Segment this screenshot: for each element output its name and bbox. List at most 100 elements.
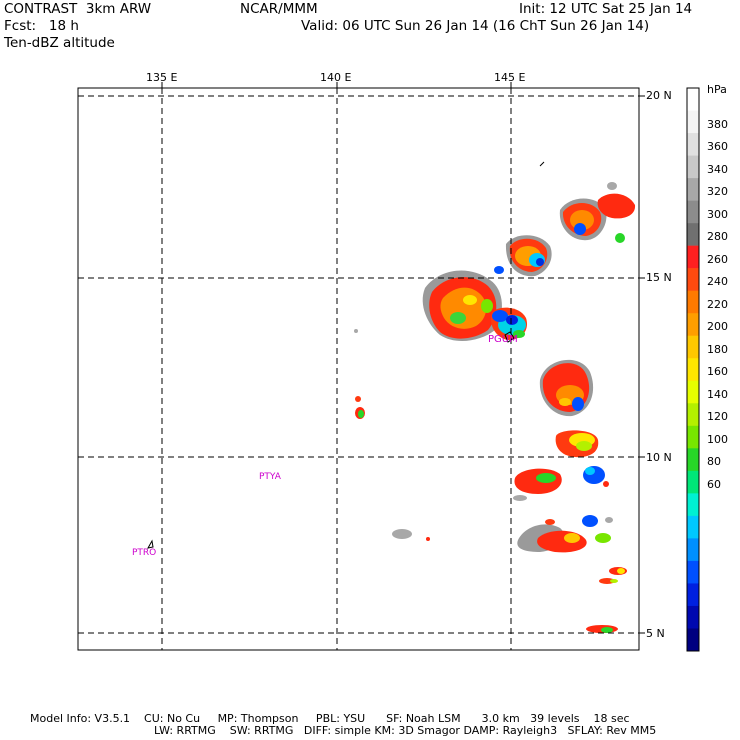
echo-blue-e [572, 397, 584, 411]
echo-gray-g3 [513, 495, 527, 501]
model-info-line2: LW: RRTMG SW: RRTMG DIFF: simple KM: 3D … [154, 724, 657, 737]
echo-red-d2 [597, 193, 636, 219]
colorbar-tick-label: 200 [707, 320, 728, 334]
echo-green-f [576, 441, 592, 451]
colorbar-tick-label: 380 [707, 117, 728, 131]
colorbar-swatch [687, 358, 699, 382]
colorbar-swatch [687, 493, 699, 517]
colorbar-swatch [687, 110, 699, 134]
echo-green-b [513, 330, 525, 338]
lat-label-15: 15 N [646, 271, 672, 284]
station-label-ptya: PTYA [259, 472, 282, 482]
colorbar-swatch [687, 155, 699, 179]
echo-blue-b [492, 310, 508, 322]
colorbar-tick-label: 260 [707, 252, 728, 266]
echo-cyan-g [585, 467, 595, 475]
coastline-palau [147, 539, 154, 549]
graticule [78, 88, 639, 650]
lat-label-10: 10 N [646, 451, 672, 464]
model-info-line1: Model Info: V3.5.1 CU: No Cu MP: Thompso… [30, 712, 630, 725]
colorbar-swatch [687, 560, 699, 584]
coastline-guam [504, 331, 515, 343]
field-title: Ten-dBZ altitude [4, 35, 115, 51]
echo-red-h2 [545, 519, 555, 525]
colorbar-swatch [687, 268, 699, 291]
echo-green-h [595, 533, 611, 543]
colorbar-tick-label: 140 [707, 387, 728, 401]
colorbar-tick-label: 280 [707, 230, 728, 244]
echo-red-m [426, 537, 430, 541]
colorbar-swatch [687, 200, 699, 224]
colorbar-tick-label: 80 [707, 455, 721, 469]
center-name: NCAR/MMM [240, 1, 318, 17]
echo-gray-m [392, 529, 412, 539]
echo-gray-m2 [354, 329, 358, 333]
echo-blue-b2 [506, 315, 518, 325]
colorbar-unit: hPa [707, 83, 727, 96]
echo-yellow-i [617, 568, 625, 574]
colorbar-swatch [687, 403, 699, 427]
station-label-ptro: PTRO [132, 548, 156, 558]
echo-blue-d [574, 223, 586, 235]
map-frame [77, 87, 640, 651]
colorbar-tick-label: 240 [707, 275, 728, 289]
colorbar-tick-label: 220 [707, 297, 728, 311]
echo-small-c [494, 266, 504, 274]
colorbar-swatch [687, 88, 699, 111]
echo-blue-c [536, 258, 544, 266]
colorbar-tick-label: 100 [707, 432, 728, 446]
frame-ticks [161, 82, 645, 634]
colorbar-swatch [687, 133, 699, 156]
colorbar-swatch [687, 425, 699, 449]
colorbar-frame [686, 87, 700, 652]
colorbar-swatch [687, 178, 699, 201]
colorbar-tick-label: 360 [707, 140, 728, 154]
echo-field [354, 182, 636, 633]
echo-yellow-e [559, 398, 571, 406]
echo-green-a2 [481, 299, 493, 313]
echo-yellow-h [564, 533, 580, 543]
echo-blue-h [582, 515, 598, 527]
colorbar-swatch [687, 290, 699, 314]
lat-label-20: 20 N [646, 89, 672, 102]
echo-red-l2 [355, 396, 361, 402]
lat-label-5: 5 N [646, 627, 665, 640]
lon-label-140: 140 E [320, 71, 352, 84]
lon-label-135: 135 E [146, 71, 178, 84]
colorbar-tick-label: 120 [707, 410, 728, 424]
coastline-islet [539, 161, 545, 167]
echo-green-g [536, 473, 556, 483]
echo-red-h [537, 530, 587, 553]
forecast-hour: Fcst: 18 h [4, 18, 79, 34]
colorbar-swatch [687, 380, 699, 404]
echo-green-d4 [615, 233, 625, 243]
valid-time: Valid: 06 UTC Sun 26 Jan 14 (16 ChT Sun … [301, 18, 650, 34]
colorbar-swatch [687, 313, 699, 337]
echo-green-a [450, 312, 466, 324]
echo-gray-h3 [605, 517, 613, 523]
colorbar-tick-label: 160 [707, 365, 728, 379]
colorbar-tick-label: 320 [707, 185, 728, 199]
colorbar-tick-label: 60 [707, 477, 721, 491]
colorbar-tick-label: 180 [707, 342, 728, 356]
colorbar-swatch [687, 448, 699, 472]
lon-label-145: 145 E [494, 71, 526, 84]
colorbar-swatch [687, 335, 699, 359]
echo-green-l [358, 410, 364, 418]
colorbar-swatch [687, 515, 699, 539]
colorbar-tick-label: 300 [707, 207, 728, 221]
model-title: CONTRAST 3km ARW [4, 1, 152, 17]
colorbar-swatch [687, 470, 699, 494]
colorbar-swatch [687, 223, 699, 246]
colorbar [686, 87, 700, 652]
echo-red-g2 [603, 481, 609, 487]
colorbar-swatch [687, 628, 699, 652]
echo-gray-d3 [607, 182, 617, 190]
init-time: Init: 12 UTC Sat 25 Jan 14 [519, 1, 693, 17]
colorbar-swatch [687, 245, 699, 269]
echo-red-g [514, 468, 562, 494]
echo-green-k [601, 627, 613, 633]
echo-yellow-a [463, 295, 477, 305]
echo-red-j [599, 578, 615, 584]
